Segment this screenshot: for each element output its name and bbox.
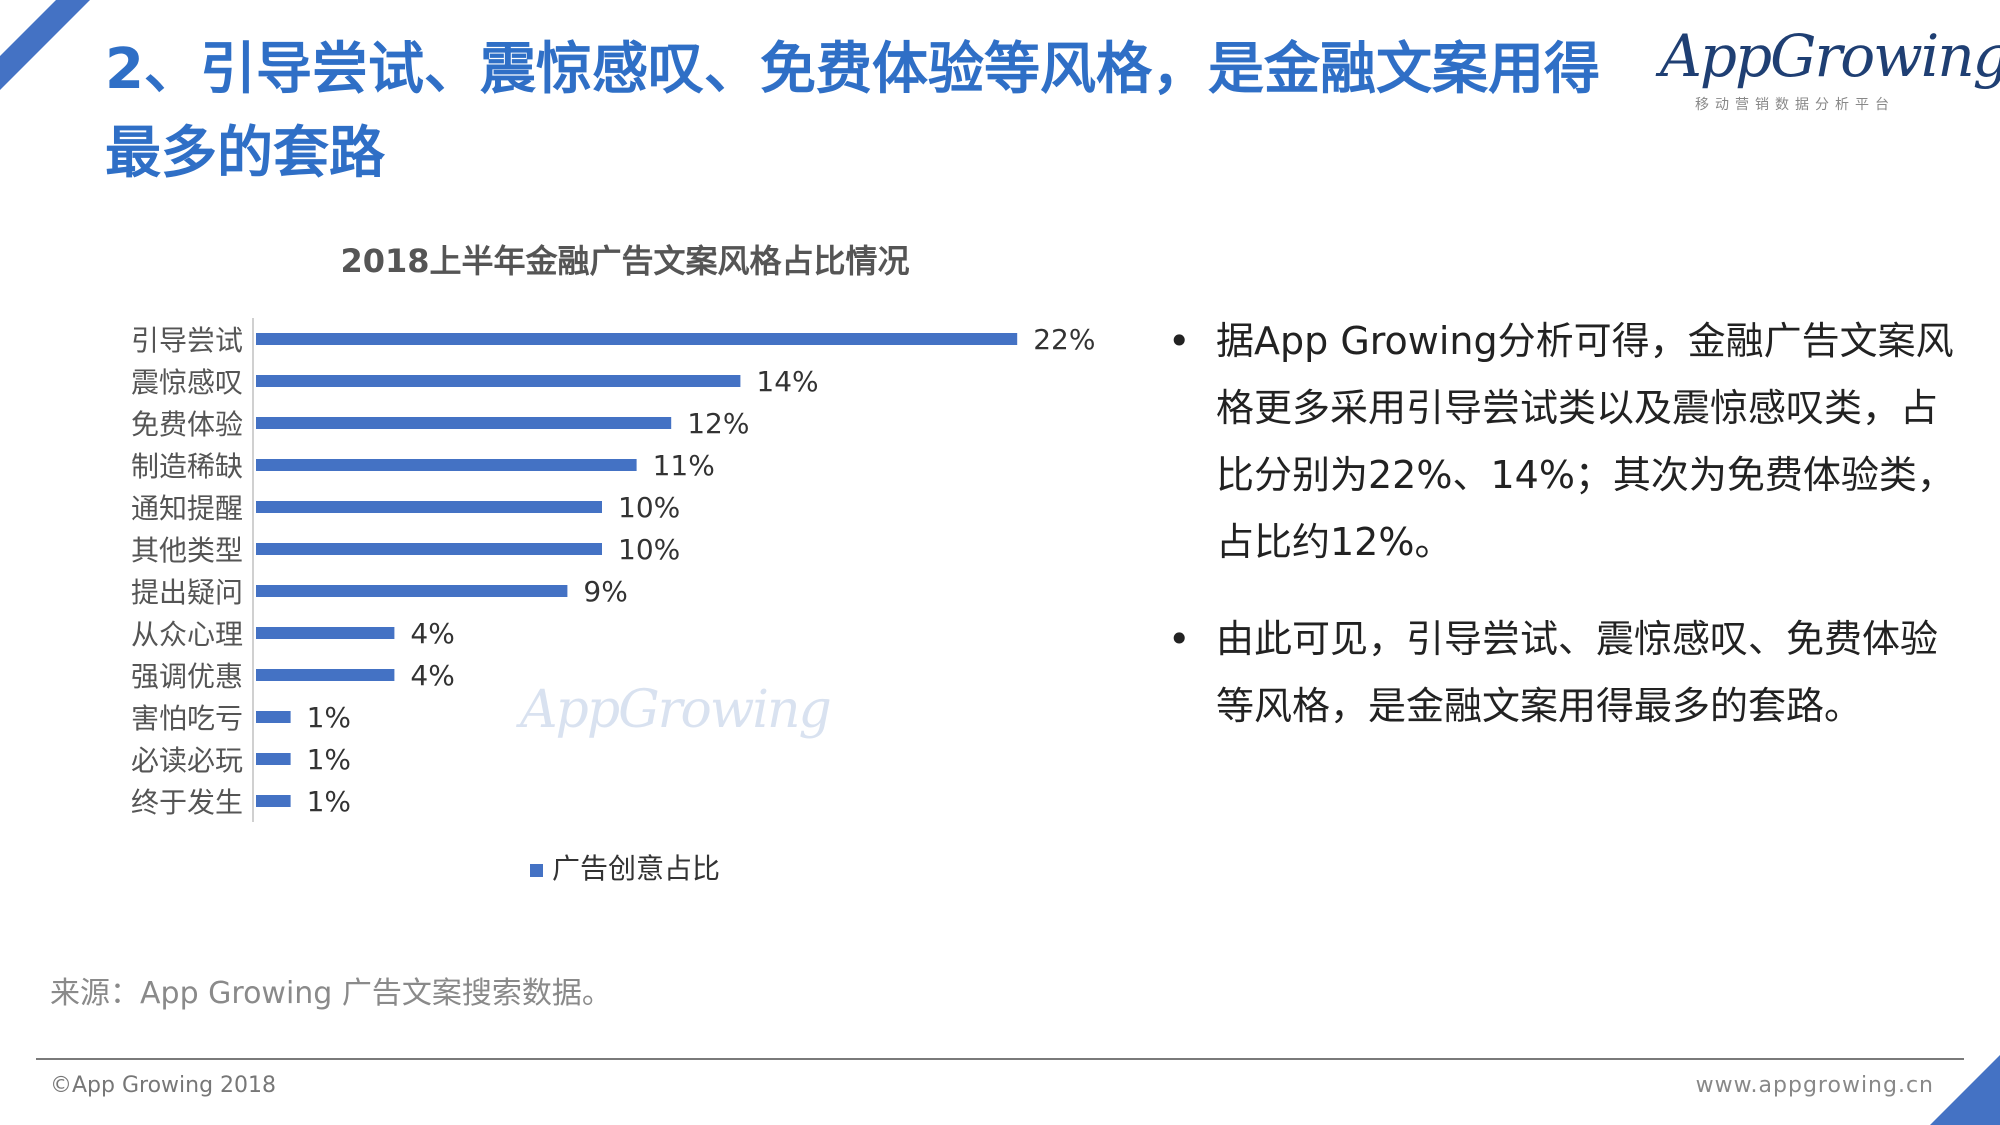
bar xyxy=(256,459,637,471)
bar xyxy=(256,795,291,807)
data-label: 11% xyxy=(653,449,715,482)
corner-decoration-bottom-right xyxy=(1930,1055,2000,1125)
bullet-text: 由此可见，引导尝试、震惊感叹、免费体验等风格，是金融文案用得最多的套路。 xyxy=(1216,617,1939,728)
bar xyxy=(256,333,1018,345)
summary-bullets: • 据App Growing分析可得，金融广告文案风格更多采用引导尝试类以及震惊… xyxy=(1160,308,1960,770)
page-title: 2、引导尝试、震惊感叹、免费体验等风格，是金融文案用得最多的套路 xyxy=(105,37,1600,186)
bar xyxy=(256,543,602,555)
category-label: 害怕吃亏 xyxy=(131,702,243,735)
bullet-item: • 由此可见，引导尝试、震惊感叹、免费体验等风格，是金融文案用得最多的套路。 xyxy=(1160,606,1960,740)
category-label: 免费体验 xyxy=(131,408,243,441)
data-label: 10% xyxy=(618,491,680,524)
data-label: 22% xyxy=(1033,323,1095,356)
watermark-logo: AppGrowing xyxy=(520,680,832,740)
bullet-text: 据App Growing分析可得，金融广告文案风格更多采用引导尝试类以及震惊感叹… xyxy=(1216,319,1955,564)
logo-wordmark: AppGrowing xyxy=(1660,22,2000,90)
logo-subtitle: 移动营销数据分析平台 xyxy=(1695,97,1895,113)
legend-label: 广告创意占比 xyxy=(552,852,720,885)
chart-title: 2018上半年金融广告文案风格占比情况 xyxy=(340,242,910,280)
data-label: 12% xyxy=(687,407,749,440)
bar xyxy=(256,375,741,387)
category-label: 提出疑问 xyxy=(131,576,243,609)
bullet-item: • 据App Growing分析可得，金融广告文案风格更多采用引导尝试类以及震惊… xyxy=(1160,308,1960,576)
footer-divider xyxy=(36,1058,1964,1060)
category-label: 强调优惠 xyxy=(131,660,243,693)
legend-swatch xyxy=(530,864,543,877)
category-label: 终于发生 xyxy=(131,786,243,819)
category-label: 从众心理 xyxy=(131,618,243,651)
bar xyxy=(256,753,291,765)
category-label: 通知提醒 xyxy=(131,492,243,525)
bar xyxy=(256,501,602,513)
copyright-text: ©App Growing 2018 xyxy=(50,1073,277,1098)
data-label: 14% xyxy=(756,365,818,398)
bar xyxy=(256,669,395,681)
category-label: 引导尝试 xyxy=(131,324,243,357)
category-label: 必读必玩 xyxy=(131,744,243,777)
app-growing-logo: AppGrowing 移动营销数据分析平台 xyxy=(1660,22,2000,122)
category-label: 其他类型 xyxy=(131,534,243,567)
bar xyxy=(256,585,568,597)
bullet-dot-icon: • xyxy=(1168,319,1191,363)
bar-chart: 引导尝试 22% 震惊感叹 14% 免费体验 12% 制造稀缺 11% 通知提醒 10% 其他类型 1… xyxy=(131,318,1095,885)
bullet-dot-icon: • xyxy=(1168,617,1191,661)
data-label: 1% xyxy=(307,743,351,776)
data-label: 4% xyxy=(410,617,454,650)
source-note: 来源：App Growing 广告文案搜索数据。 xyxy=(50,976,612,1011)
data-label: 9% xyxy=(583,575,627,608)
data-label: 10% xyxy=(618,533,680,566)
category-label: 震惊感叹 xyxy=(131,366,243,399)
bar xyxy=(256,711,291,723)
data-label: 1% xyxy=(307,701,351,734)
data-label: 1% xyxy=(307,785,351,818)
corner-decoration-top-left-inner xyxy=(0,0,56,56)
bar xyxy=(256,417,672,429)
data-label: 4% xyxy=(410,659,454,692)
bar xyxy=(256,627,395,639)
site-url-link[interactable]: www.appgrowing.cn xyxy=(1695,1073,1934,1098)
category-label: 制造稀缺 xyxy=(131,450,243,483)
